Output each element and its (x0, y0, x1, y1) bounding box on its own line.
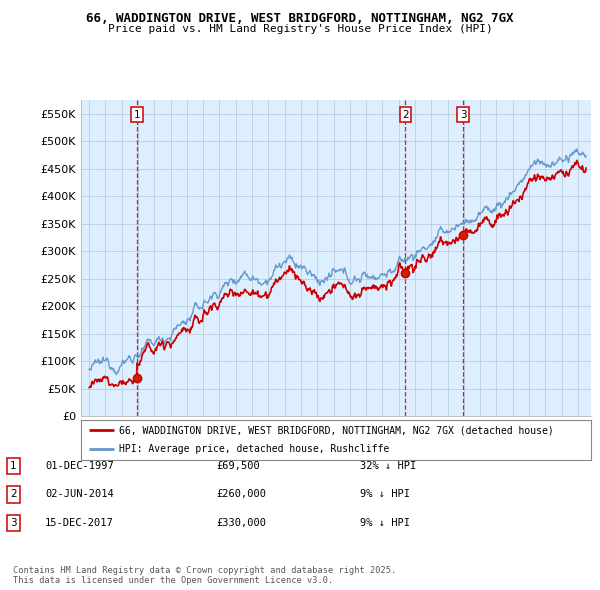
Text: HPI: Average price, detached house, Rushcliffe: HPI: Average price, detached house, Rush… (119, 444, 389, 454)
Text: £260,000: £260,000 (216, 490, 266, 499)
Text: 02-JUN-2014: 02-JUN-2014 (45, 490, 114, 499)
Text: 1: 1 (133, 110, 140, 120)
Text: 3: 3 (460, 110, 467, 120)
Text: 66, WADDINGTON DRIVE, WEST BRIDGFORD, NOTTINGHAM, NG2 7GX: 66, WADDINGTON DRIVE, WEST BRIDGFORD, NO… (86, 12, 514, 25)
Text: Contains HM Land Registry data © Crown copyright and database right 2025.
This d: Contains HM Land Registry data © Crown c… (13, 566, 397, 585)
Text: 66, WADDINGTON DRIVE, WEST BRIDGFORD, NOTTINGHAM, NG2 7GX (detached house): 66, WADDINGTON DRIVE, WEST BRIDGFORD, NO… (119, 425, 554, 435)
Text: 2: 2 (10, 490, 17, 499)
Text: Price paid vs. HM Land Registry's House Price Index (HPI): Price paid vs. HM Land Registry's House … (107, 24, 493, 34)
Text: 1: 1 (10, 461, 17, 471)
Text: 15-DEC-2017: 15-DEC-2017 (45, 518, 114, 527)
Text: 01-DEC-1997: 01-DEC-1997 (45, 461, 114, 471)
Text: £69,500: £69,500 (216, 461, 260, 471)
Text: 3: 3 (10, 518, 17, 527)
Text: 32% ↓ HPI: 32% ↓ HPI (360, 461, 416, 471)
Text: 2: 2 (402, 110, 409, 120)
Text: £330,000: £330,000 (216, 518, 266, 527)
Text: 9% ↓ HPI: 9% ↓ HPI (360, 490, 410, 499)
Text: 9% ↓ HPI: 9% ↓ HPI (360, 518, 410, 527)
